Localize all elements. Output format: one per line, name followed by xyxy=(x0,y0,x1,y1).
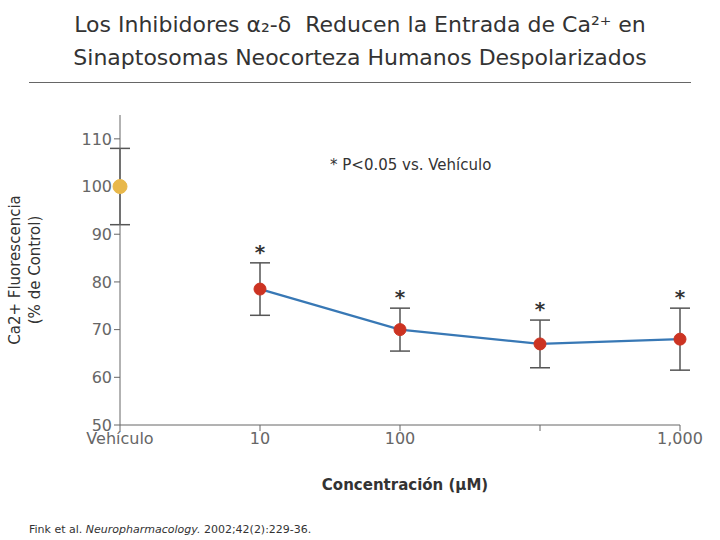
svg-text:*: * xyxy=(535,297,546,321)
svg-text:10: 10 xyxy=(250,429,270,448)
svg-text:70: 70 xyxy=(92,320,112,339)
svg-text:100: 100 xyxy=(81,177,112,196)
html-text:Sinaptosomas Neocorteza Humano: Sinaptosomas Neocorteza Humanos Despolar… xyxy=(73,45,647,70)
svg-text:80: 80 xyxy=(92,273,112,292)
svg-text:110: 110 xyxy=(81,130,112,149)
svg-text:100: 100 xyxy=(385,429,416,448)
html-text:(% de Control): (% de Control) xyxy=(26,215,44,325)
svg-text:Vehículo: Vehículo xyxy=(86,429,154,449)
svg-text:90: 90 xyxy=(92,225,112,244)
svg-text:1,000: 1,000 xyxy=(657,429,703,448)
html-text:* P<0.05 vs. Vehículo: * P<0.05 vs. Vehículo xyxy=(330,156,492,174)
html-text:Ca2+ Fluorescencia: Ca2+ Fluorescencia xyxy=(6,195,24,345)
html-text:Fink et al. Neuropharmacology.: Fink et al. Neuropharmacology. 2002;42(2… xyxy=(29,523,312,536)
html-text:Los Inhibidores α₂-δ Reducen l: Los Inhibidores α₂-δ Reducen la Entrada … xyxy=(74,12,646,37)
svg-text:60: 60 xyxy=(92,368,112,387)
svg-text:*: * xyxy=(255,240,266,264)
svg-text:50: 50 xyxy=(92,416,112,435)
html-text:Concentración (μM): Concentración (μM) xyxy=(321,476,489,494)
svg-text:*: * xyxy=(675,285,686,309)
svg-text:*: * xyxy=(395,285,406,309)
